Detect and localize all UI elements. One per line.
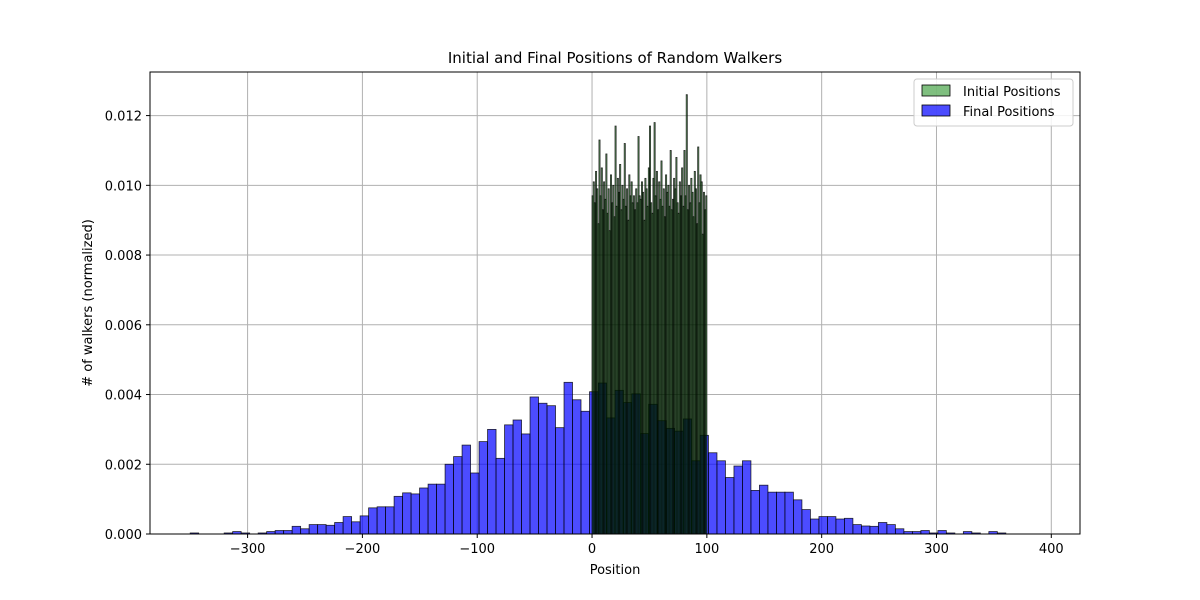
final-bar: [776, 491, 786, 535]
final-bar: [818, 516, 828, 535]
final-bar: [436, 483, 446, 535]
final-bar: [750, 490, 760, 535]
final-bar: [402, 492, 412, 535]
final-bar: [801, 509, 811, 535]
final-bar: [291, 525, 302, 535]
y-tick-label: 0.008: [105, 249, 142, 264]
legend-swatch-initial: [921, 84, 951, 97]
y-tick-label: 0.004: [105, 389, 142, 404]
final-bar: [512, 419, 522, 535]
final-bar: [359, 515, 370, 535]
final-bar: [487, 428, 497, 535]
final-bar: [334, 522, 344, 535]
final-bar: [835, 518, 845, 535]
final-bar: [877, 522, 888, 535]
final-bar: [376, 506, 386, 535]
initial-positions-bars: [591, 94, 708, 535]
final-bar: [521, 433, 531, 535]
final-bar: [572, 399, 582, 535]
final-bar: [555, 427, 565, 535]
final-bar: [784, 491, 794, 535]
final-bar: [300, 528, 310, 535]
final-bar: [563, 381, 573, 535]
final-bar: [886, 524, 896, 535]
x-tick-label: −300: [230, 542, 266, 557]
final-bar: [351, 521, 361, 535]
final-bar: [495, 457, 505, 535]
final-bar: [308, 524, 319, 535]
x-axis-ticks: −300 −200 −100 0 100 200 300 400: [230, 534, 1064, 557]
legend-box: [913, 78, 1074, 127]
final-bar: [733, 465, 743, 535]
y-tick-label: 0.002: [105, 458, 142, 473]
legend-swatch-final: [921, 104, 951, 117]
y-tick-label: 0.000: [105, 528, 142, 543]
x-tick-label: −200: [345, 542, 381, 557]
y-axis-label: # of walkers (normalized): [81, 219, 96, 387]
final-bar: [385, 506, 395, 535]
x-tick-label: 100: [694, 542, 719, 557]
final-bar: [793, 499, 803, 535]
x-tick-label: 300: [924, 542, 949, 557]
legend: Initial Positions Final Positions: [913, 78, 1074, 127]
final-bar: [325, 524, 336, 535]
final-bar: [546, 405, 556, 535]
final-bar: [342, 516, 353, 535]
y-tick-label: 0.010: [105, 179, 142, 194]
final-bar: [725, 477, 735, 535]
final-bar: [461, 444, 471, 535]
final-bar: [767, 491, 777, 535]
final-bar: [427, 483, 437, 535]
final-bar: [894, 528, 905, 535]
final-bar: [860, 525, 871, 535]
y-tick-label: 0.006: [105, 319, 142, 334]
final-bar: [716, 460, 726, 535]
legend-label-initial: Initial Positions: [963, 85, 1061, 100]
final-bar: [937, 530, 947, 535]
y-tick-label: 0.012: [105, 110, 142, 125]
final-bar: [470, 472, 480, 535]
final-bar: [844, 517, 854, 535]
final-bar: [759, 484, 769, 535]
final-bar: [368, 507, 378, 535]
x-tick-label: 400: [1039, 542, 1064, 557]
final-bar: [580, 410, 590, 535]
plot-frame: [149, 71, 1081, 535]
chart-title: Initial and Final Positions of Random Wa…: [448, 49, 782, 67]
final-bar: [852, 524, 862, 535]
final-bar: [419, 487, 429, 535]
final-bar: [444, 463, 454, 535]
final-bar: [827, 516, 837, 535]
x-tick-label: −100: [459, 542, 495, 557]
final-bar: [504, 424, 514, 535]
final-bar: [317, 524, 327, 535]
legend-label-final: Final Positions: [963, 105, 1055, 120]
final-bar: [869, 525, 879, 535]
x-tick-label: 0: [588, 542, 596, 557]
x-tick-label: 200: [809, 542, 834, 557]
initial-bar: [705, 195, 708, 535]
final-bar: [478, 441, 488, 535]
final-bar: [274, 530, 285, 535]
y-axis-ticks: 0.000 0.002 0.004 0.006 0.008 0.010 0.012: [105, 110, 150, 543]
final-bar: [393, 495, 403, 535]
final-bar: [529, 396, 539, 535]
final-bar: [920, 530, 930, 535]
final-bar: [810, 518, 820, 535]
x-axis-label: Position: [590, 563, 641, 578]
final-bar: [708, 452, 718, 535]
final-bar: [283, 530, 293, 535]
final-bar: [538, 402, 548, 535]
final-bar: [742, 460, 752, 535]
final-bar: [410, 493, 420, 535]
final-bar: [453, 456, 463, 535]
